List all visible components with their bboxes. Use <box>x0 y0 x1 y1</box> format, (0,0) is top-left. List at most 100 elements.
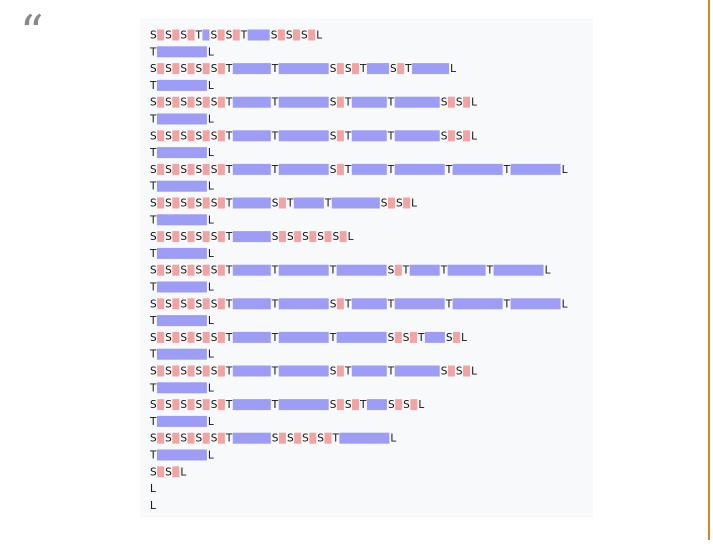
span-box <box>331 197 380 209</box>
step-box <box>308 29 316 41</box>
token-label: S <box>165 30 172 42</box>
step-box <box>217 399 225 411</box>
token-label: T <box>225 265 233 277</box>
token-label: T <box>149 450 157 462</box>
token-label: S <box>196 97 203 109</box>
step-box <box>339 231 347 243</box>
token-label: S <box>211 366 218 378</box>
step-box <box>187 96 195 108</box>
span-box <box>278 399 329 411</box>
token-label: S <box>196 298 203 310</box>
token-label: S <box>196 399 203 411</box>
token-label: T <box>286 198 294 210</box>
token-label: S <box>165 198 172 210</box>
token-label: S <box>196 332 203 344</box>
token-label: S <box>211 332 218 344</box>
token-label: S <box>196 366 203 378</box>
span-box <box>351 130 387 142</box>
span-box <box>278 130 329 142</box>
span-box <box>232 163 271 175</box>
token-label: L <box>562 164 568 176</box>
step-box <box>293 29 301 41</box>
token-label: S <box>150 298 157 310</box>
token-label: T <box>402 265 410 277</box>
step-box <box>324 432 332 444</box>
span-box <box>232 331 271 343</box>
step-box <box>172 399 180 411</box>
token-label: S <box>211 97 218 109</box>
token-label: T <box>225 198 233 210</box>
step-box <box>172 63 180 75</box>
token-label: T <box>225 97 233 109</box>
token-label: T <box>271 265 279 277</box>
token-label: L <box>450 63 456 75</box>
step-box <box>187 29 195 41</box>
step-box <box>187 399 195 411</box>
step-box <box>309 231 317 243</box>
token-label: L <box>208 450 214 462</box>
token-label: S <box>150 63 157 75</box>
step-box <box>187 197 195 209</box>
step-box <box>324 231 332 243</box>
step-box <box>202 365 210 377</box>
token-label: S <box>150 433 157 445</box>
token-label: T <box>149 114 157 126</box>
token-label: S <box>388 332 395 344</box>
token-label: T <box>149 248 157 260</box>
token-label: S <box>180 332 187 344</box>
span-box <box>232 231 271 243</box>
step-box <box>157 365 165 377</box>
span-box <box>278 298 329 310</box>
token-label: S <box>180 231 187 243</box>
step-box <box>202 231 210 243</box>
token-label: S <box>302 433 309 445</box>
step-box <box>217 29 225 41</box>
step-box <box>157 466 165 478</box>
step-box <box>202 63 210 75</box>
token-label: S <box>317 231 324 243</box>
token-label: L <box>208 214 214 226</box>
step-box <box>336 298 344 310</box>
token-label: S <box>180 399 187 411</box>
step-box <box>172 163 180 175</box>
span-box <box>156 315 207 327</box>
token-label: T <box>225 399 233 411</box>
token-label: S <box>165 231 172 243</box>
token-label: T <box>225 332 233 344</box>
step-box <box>463 130 471 142</box>
span-box <box>156 147 207 159</box>
token-label: S <box>330 164 337 176</box>
token-label: T <box>271 332 279 344</box>
step-box <box>157 63 165 75</box>
token-label: S <box>211 63 218 75</box>
span-box <box>232 399 271 411</box>
step-box <box>336 399 344 411</box>
token-label: S <box>150 164 157 176</box>
token-label: L <box>208 382 214 394</box>
token-label: S <box>330 97 337 109</box>
token-label: T <box>329 332 337 344</box>
token-label: S <box>165 97 172 109</box>
token-label: T <box>445 164 453 176</box>
step-box <box>202 163 210 175</box>
span-box <box>351 298 387 310</box>
step-box <box>278 231 286 243</box>
token-label: T <box>344 298 352 310</box>
token-label: L <box>316 30 322 42</box>
token-label: T <box>149 80 157 92</box>
token-label: S <box>272 433 279 445</box>
token-label: S <box>150 198 157 210</box>
step-box <box>463 96 471 108</box>
token-label: S <box>180 30 187 42</box>
step-box <box>336 130 344 142</box>
span-box <box>510 298 561 310</box>
token-label: T <box>149 349 157 361</box>
token-label: L <box>150 483 156 495</box>
token-label: T <box>503 298 511 310</box>
span-box <box>493 264 544 276</box>
token-label: S <box>165 366 172 378</box>
token-label: T <box>359 63 367 75</box>
token-label: S <box>211 433 218 445</box>
step-box <box>187 163 195 175</box>
